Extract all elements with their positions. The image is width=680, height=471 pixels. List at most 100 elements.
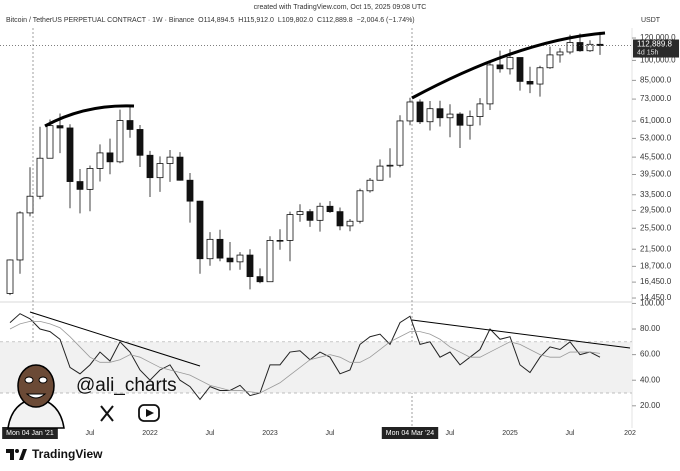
candle-body	[496, 64, 504, 70]
rsi	[9, 313, 601, 401]
candle-body	[116, 120, 124, 163]
y-tick-label: 39,500.0	[640, 170, 672, 179]
candle-body	[586, 43, 594, 52]
y-tick-label: 85,000.0	[640, 75, 672, 84]
y-tick-label: 40.00	[640, 375, 661, 384]
rsi-trendline	[411, 319, 631, 349]
x-tick-label: 2023	[262, 430, 278, 437]
candle-body	[176, 156, 184, 181]
candle-body	[156, 163, 164, 179]
candle-body	[356, 190, 364, 222]
candle-body	[276, 240, 284, 242]
y-tick-label: 33,500.0	[640, 190, 672, 199]
currency-unit: USDT	[641, 17, 661, 24]
candle-body	[186, 179, 194, 202]
ohlc-value: L109,802.0	[278, 17, 313, 24]
ohlc-value: C112,889.8	[317, 17, 353, 24]
candle-body	[76, 181, 84, 190]
x-tick-label: Jul	[206, 430, 215, 437]
candle-body	[146, 154, 154, 179]
candle-body	[346, 220, 354, 227]
candle-body	[296, 211, 304, 216]
candle-body	[226, 257, 234, 263]
x-tick-label: 2025	[502, 430, 518, 437]
ohlc-legend: O114,894.5 H115,912.0 L109,802.0 C112,889.8…	[198, 17, 415, 24]
x-tick-label: Jul	[566, 430, 575, 437]
candle-body	[136, 129, 144, 156]
x-tick-label: 202	[624, 430, 636, 437]
candle-body	[66, 127, 74, 182]
candle-body	[216, 238, 224, 259]
candle-body	[556, 51, 564, 56]
rsi-line	[9, 313, 601, 401]
x-tick-label: Jul	[446, 430, 455, 437]
candle-body	[86, 168, 94, 190]
x-tick-label: 2022	[142, 430, 158, 437]
rsi-band	[0, 341, 632, 394]
x-tick-label-crosshair: Mon 04 Mar '24	[386, 430, 435, 437]
candle-body	[546, 54, 554, 69]
candle-body	[386, 164, 394, 167]
y-tick-label: 60.00	[640, 350, 661, 359]
trend-arc	[411, 31, 606, 100]
candle-body	[566, 42, 574, 53]
candle-body	[36, 157, 44, 197]
candle-body	[306, 211, 314, 221]
candle-body	[206, 238, 214, 260]
candle-body	[316, 205, 324, 221]
x-tick-label: Jul	[326, 430, 335, 437]
y-tick-label: 29,500.0	[640, 205, 672, 214]
candles	[6, 31, 604, 296]
y-tick-label: 53,000.0	[640, 134, 672, 143]
crosshair-date-box	[2, 427, 58, 439]
candle-body	[446, 113, 454, 119]
candle-body	[246, 254, 254, 278]
tradingview-logo	[6, 449, 27, 460]
symbol-title: Bitcoin / TetherUS PERPETUAL CONTRACT · …	[6, 17, 194, 24]
rsi-band-fill	[0, 341, 632, 394]
candle-body	[526, 80, 534, 85]
candle-body	[576, 42, 584, 52]
brand-name: TradingView	[32, 447, 103, 461]
candle-body	[126, 120, 134, 130]
candle-body	[466, 116, 474, 126]
candle-body	[366, 179, 374, 192]
candle-body	[96, 152, 104, 169]
y-tick-label: 120,000.0	[640, 33, 676, 42]
y-tick-label: 16,450.0	[640, 277, 672, 286]
y-tick-label: 100,000.0	[640, 56, 676, 65]
candle-body	[486, 64, 494, 105]
candle-body	[46, 125, 54, 159]
y-tick-label: 100.00	[640, 299, 665, 308]
trend-arc	[44, 104, 135, 128]
candle-body	[266, 240, 274, 283]
y-tick-label: 45,500.0	[640, 152, 672, 161]
candle-body	[256, 276, 264, 283]
x-tick-label-crosshair: Mon 04 Jan '21	[6, 430, 54, 437]
ohlc-value: −2,004.6 (−1.74%)	[357, 17, 415, 24]
candle-body	[396, 120, 404, 166]
bar-countdown: 4d 15h	[637, 49, 659, 56]
candle-body	[196, 200, 204, 260]
last-price-label: 112,889.8	[637, 40, 673, 49]
ohlc-value: O114,894.5	[198, 17, 234, 24]
rsi-trendline	[29, 311, 201, 367]
y-tick-label: 73,000.0	[640, 94, 672, 103]
candle-body	[416, 101, 424, 123]
y-tick-label: 80.00	[640, 324, 661, 333]
candle-body	[406, 101, 414, 122]
y-tick-label: 18,700.0	[640, 261, 672, 270]
youtube-icon	[138, 404, 160, 422]
candle-body	[426, 108, 434, 123]
x-tick-label: Jul	[86, 430, 95, 437]
axes: 120,000.0 100,000.0 85,000.0 73,000.0 61,000…	[0, 33, 679, 439]
candle-body	[6, 259, 14, 294]
rsi-average-line	[9, 320, 601, 394]
candle-body	[506, 57, 514, 70]
last-price-box	[633, 39, 679, 58]
candle-body	[16, 212, 24, 261]
ohlc-value: H115,912.0	[238, 17, 274, 24]
candle-body	[536, 67, 544, 85]
